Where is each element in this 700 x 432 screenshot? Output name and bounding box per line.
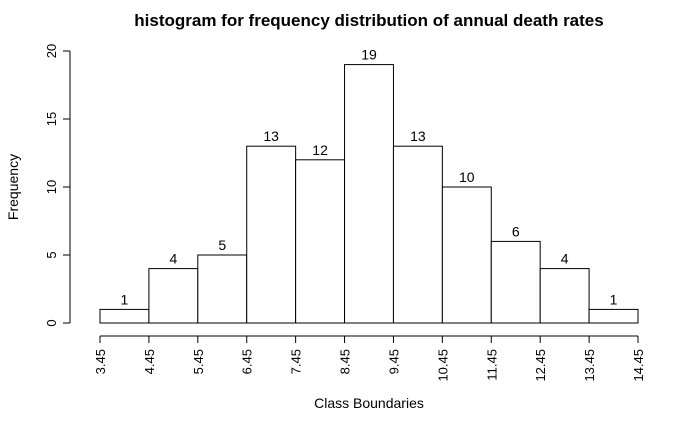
x-tick-label: 6.45 [240,349,255,374]
x-tick-label: 14.45 [631,349,646,382]
bar-value-label: 1 [610,291,618,307]
x-axis: 3.45 4.45 5.45 6.45 7.45 8.45 9.45 10.45 11.45 12… [93,335,646,382]
x-tick-label: 10.45 [435,349,450,382]
x-axis-label: Class Boundaries [314,395,424,411]
bar-value-label: 13 [410,128,426,144]
bar-value-label: 12 [312,142,328,158]
y-tick-label: 0 [44,319,59,326]
y-tick-label: 10 [44,180,59,194]
histogram-bar [490,240,541,324]
histogram-bar [295,159,346,324]
histogram-bar [246,145,297,324]
x-tick-label: 3.45 [93,349,108,374]
histogram-bar [344,64,394,324]
y-tick-label: 5 [44,251,59,258]
histogram-bar [392,145,443,324]
bars-group [99,64,639,324]
y-axis-label: Frequency [5,154,21,220]
x-tick-label: 7.45 [289,349,304,374]
y-axis: 0 5 10 15 20 [44,44,71,327]
histogram-bar [99,308,150,324]
bar-value-label: 6 [512,223,520,239]
x-tick-label: 9.45 [386,349,401,374]
x-tick-label: 8.45 [338,349,353,374]
data-labels-group: 1 4 5 13 12 19 13 10 6 4 1 [121,47,618,308]
bar-value-label: 5 [218,237,226,253]
histogram-bar [588,308,639,324]
x-tick-label: 5.45 [191,349,206,374]
histogram-bar [148,268,199,324]
y-tick-label: 20 [44,44,59,58]
x-tick-label: 4.45 [142,349,157,374]
x-tick-label: 12.45 [533,349,548,382]
bar-value-label: 1 [121,291,129,307]
bar-value-label: 4 [561,251,569,267]
x-tick-label: 13.45 [582,349,597,382]
chart-title: histogram for frequency distribution of … [134,11,603,30]
histogram-bar [539,268,590,324]
bar-value-label: 13 [263,128,279,144]
bar-value-label: 10 [459,169,475,185]
bar-value-label: 19 [361,47,377,63]
y-tick-label: 15 [44,112,59,126]
bar-value-label: 4 [169,251,177,267]
histogram-bar [197,254,248,324]
x-tick-label: 11.45 [484,349,499,381]
histogram-bar [441,186,492,324]
